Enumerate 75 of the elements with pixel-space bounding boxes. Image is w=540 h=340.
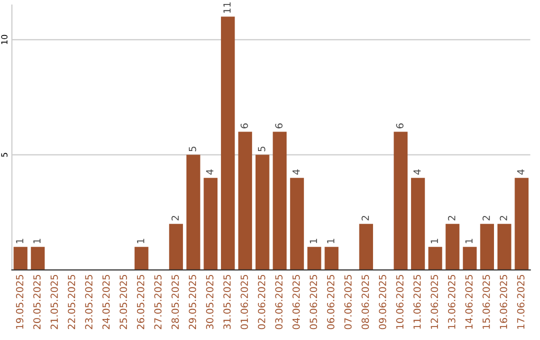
- bar: [204, 178, 218, 270]
- x-tick-label: 07.06.2025: [344, 274, 352, 330]
- data-label: 5: [258, 146, 266, 152]
- data-label: 6: [240, 123, 248, 128]
- x-tick-label: 25.05.2025: [120, 274, 128, 330]
- x-tick-label: 10.06.2025: [396, 274, 404, 329]
- data-label: 1: [16, 238, 24, 244]
- x-tick-label: 14.06.2025: [465, 274, 473, 329]
- data-label: 1: [465, 238, 472, 244]
- x-tick-label: 03.06.2025: [275, 274, 283, 330]
- x-tick-label: 22.05.2025: [68, 274, 76, 330]
- bar: [497, 224, 512, 270]
- bar: [394, 132, 408, 270]
- bar: [514, 178, 529, 270]
- x-tick-label: 08.06.2025: [362, 274, 369, 330]
- x-tick-label: 26.05.2025: [136, 274, 144, 330]
- x-tick-label: 19.05.2025: [16, 274, 24, 329]
- bar: [411, 178, 425, 270]
- x-tick-label: 11.06.2025: [413, 274, 421, 329]
- x-tick-label: 12.06.2025: [430, 274, 438, 329]
- data-label: 4: [206, 169, 214, 175]
- x-tick-label: 13.06.2025: [448, 274, 456, 329]
- data-label: 11: [223, 2, 231, 13]
- x-tick-label: 05.06.2025: [310, 274, 318, 330]
- bar: [30, 246, 45, 270]
- bar: [359, 224, 374, 270]
- x-tick-label: 29.05.2025: [188, 274, 196, 330]
- x-tick-label: 16.06.2025: [500, 274, 508, 329]
- x-tick-label: 23.05.2025: [85, 274, 92, 330]
- data-label: 1: [137, 238, 144, 244]
- y-tick-label: 10: [1, 34, 8, 44]
- x-tick-label: 15.06.2025: [482, 274, 490, 329]
- data-label: 6: [275, 123, 283, 128]
- bar: [238, 132, 252, 270]
- data-label: 2: [172, 216, 179, 220]
- bar: [446, 224, 460, 270]
- data-label: 2: [500, 216, 508, 220]
- data-label: 4: [517, 169, 524, 175]
- bar: [272, 132, 287, 270]
- x-tick-label: 31.05.2025: [223, 274, 231, 330]
- bar: [462, 246, 477, 270]
- bar: [220, 16, 235, 270]
- bar: [307, 246, 322, 270]
- data-label: 5: [188, 146, 196, 152]
- bar: [480, 224, 494, 270]
- bar: [324, 246, 338, 270]
- x-tick-label: 06.06.2025: [327, 274, 334, 330]
- data-label: 2: [482, 216, 490, 220]
- bar: [290, 178, 304, 270]
- x-tick-label: 09.06.2025: [378, 274, 386, 330]
- data-label: 2: [362, 216, 369, 220]
- bar: [14, 246, 28, 270]
- bar: [169, 224, 183, 270]
- bar: [256, 154, 270, 270]
- data-label: 6: [396, 123, 404, 128]
- x-tick-label: 17.06.2025: [517, 274, 524, 329]
- bar: [186, 154, 200, 270]
- x-tick-label: 01.06.2025: [240, 274, 248, 330]
- data-label: 4: [414, 169, 421, 175]
- x-tick-label: 24.05.2025: [102, 274, 110, 330]
- data-label: 4: [292, 169, 300, 175]
- x-tick-label: 27.05.2025: [154, 274, 162, 330]
- data-label: 2: [448, 216, 456, 220]
- bar: [134, 246, 148, 270]
- data-label: 1: [310, 238, 317, 244]
- x-tick-label: 20.05.2025: [33, 274, 41, 330]
- bar: [428, 246, 442, 270]
- x-tick-label: 02.06.2025: [258, 274, 266, 330]
- data-label: 1: [430, 238, 438, 244]
- x-tick-label: 04.06.2025: [292, 274, 300, 330]
- data-label: 1: [327, 238, 334, 244]
- x-tick-label: 21.05.2025: [50, 274, 58, 330]
- x-tick-label: 30.05.2025: [206, 274, 214, 330]
- data-label: 1: [33, 238, 40, 244]
- x-tick-label: 28.05.2025: [172, 274, 179, 330]
